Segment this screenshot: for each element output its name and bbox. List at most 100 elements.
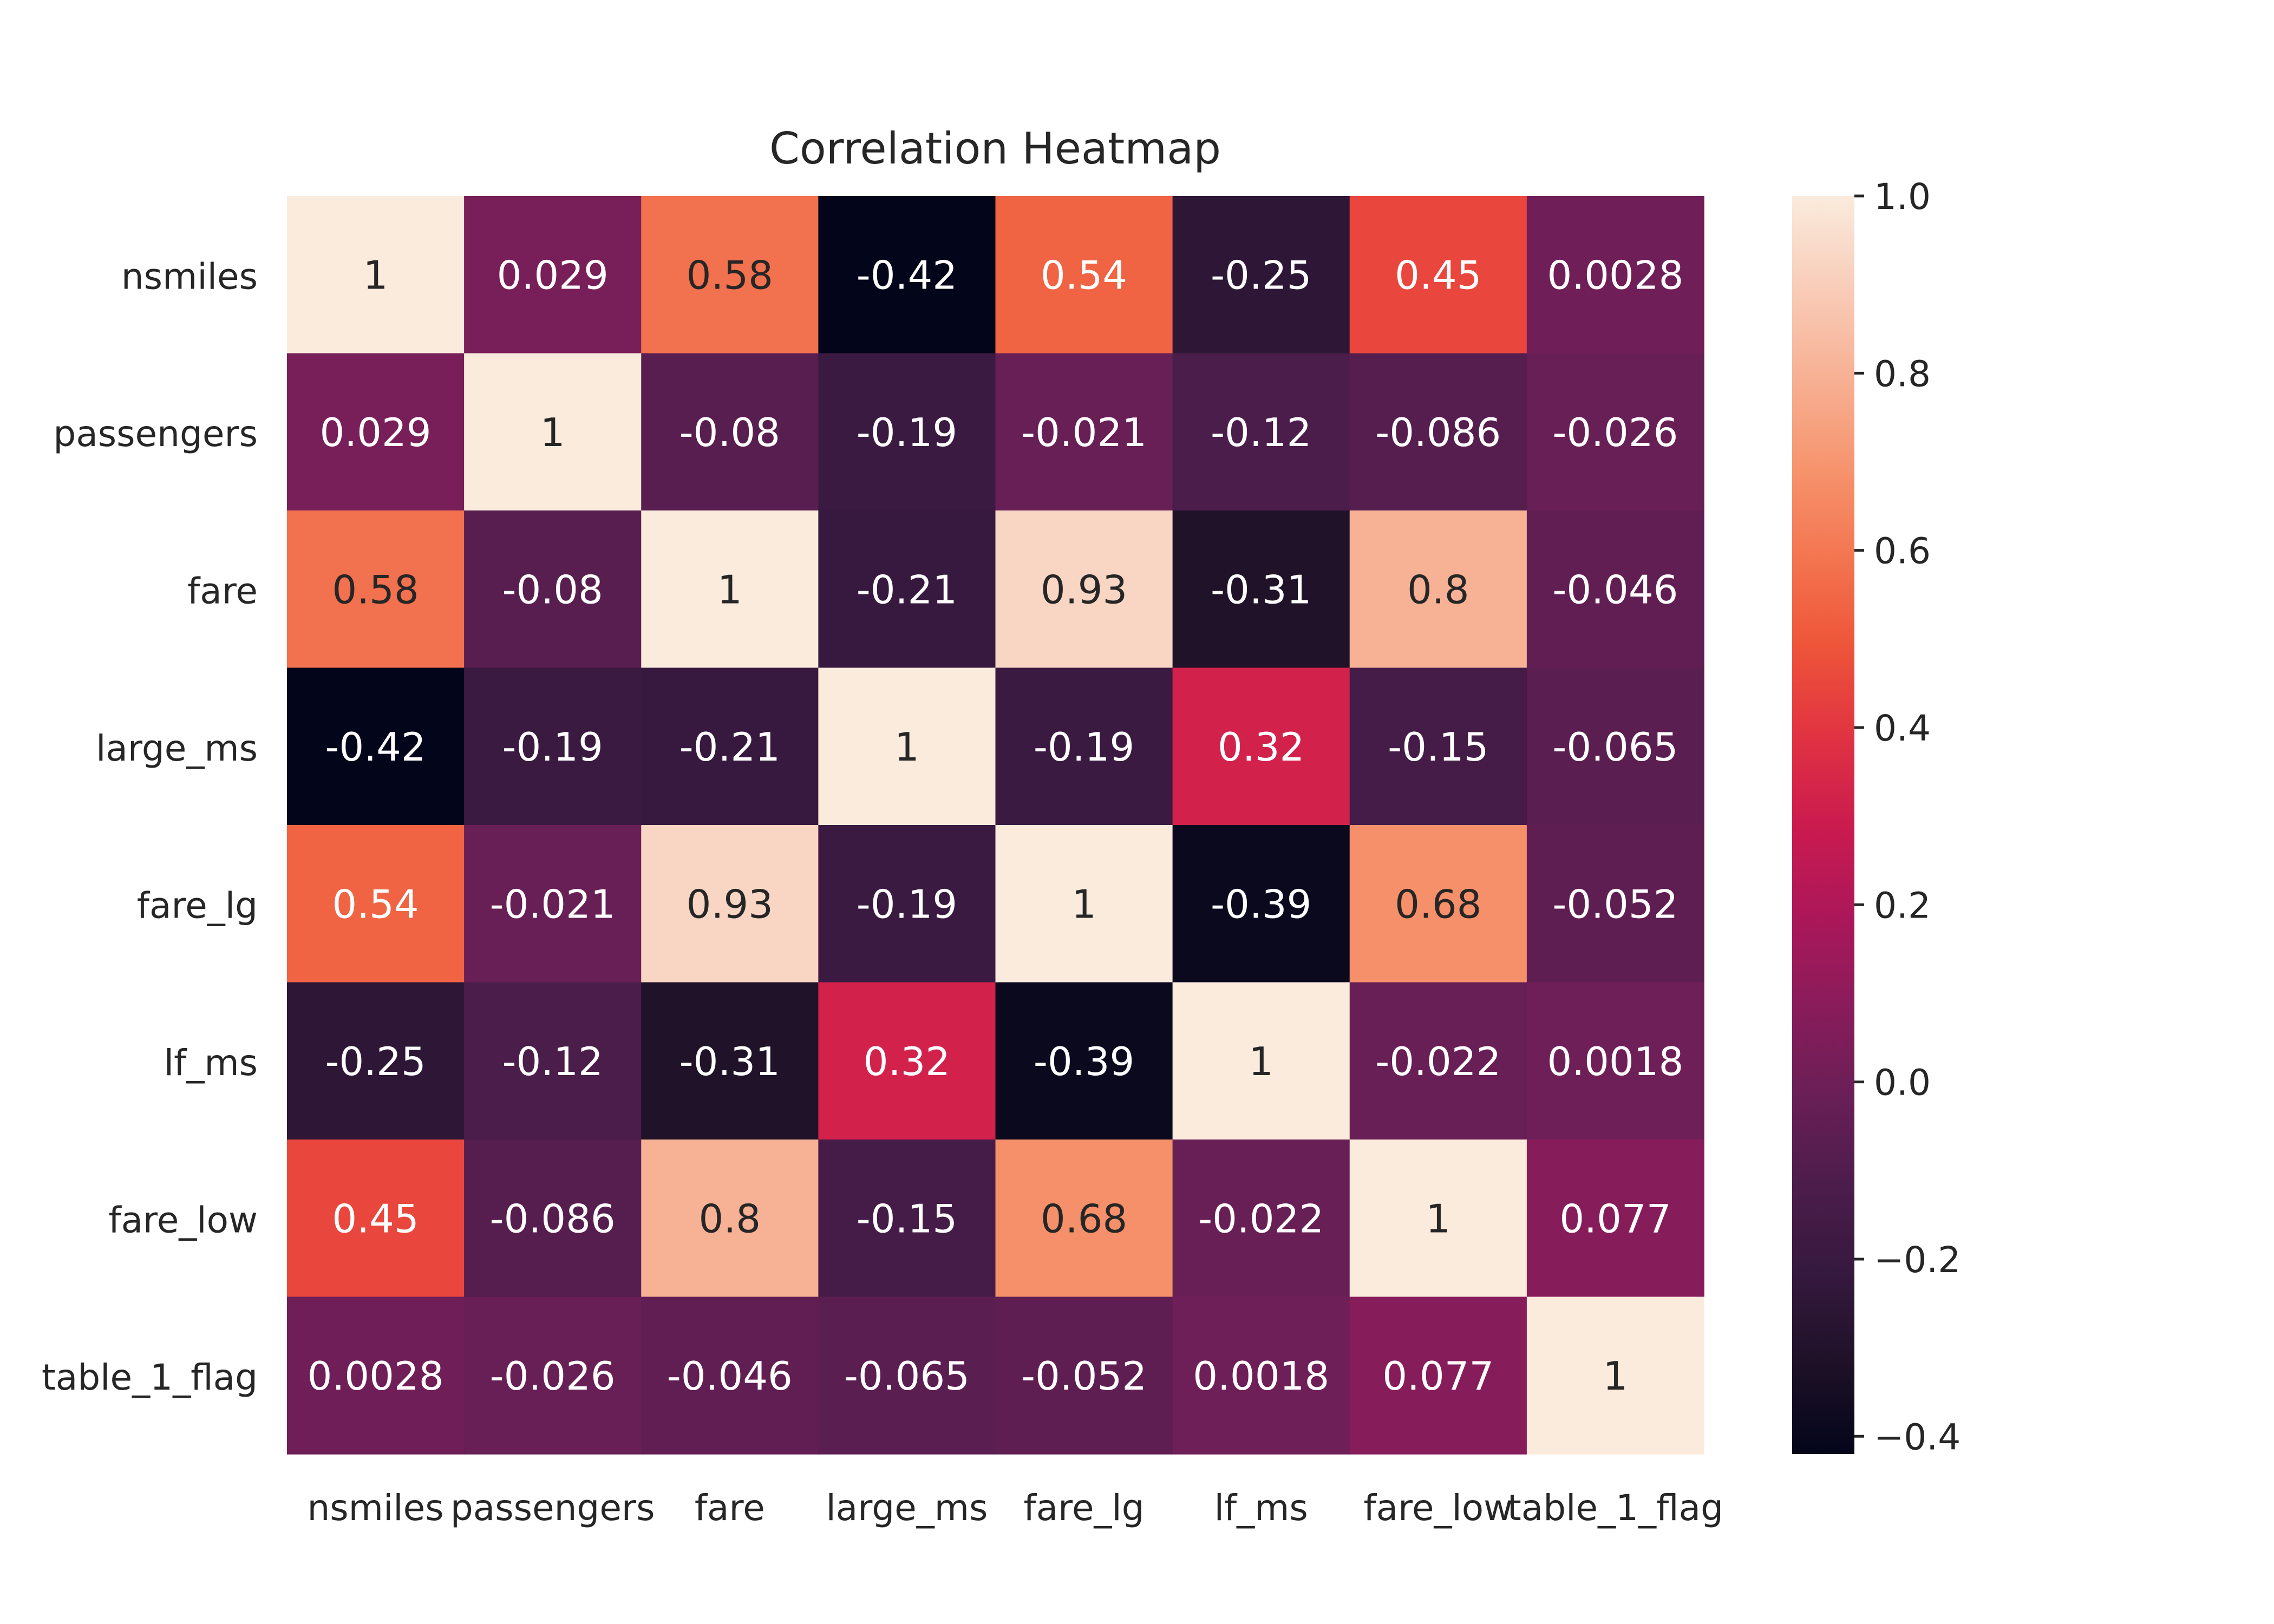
heatmap-cell-label: -0.052 [1552,881,1678,927]
heatmap-cell-label: 0.8 [699,1196,761,1241]
heatmap-cell [995,667,1173,826]
heatmap-cell-label: -0.046 [1552,567,1678,612]
heatmap-cell [1349,825,1527,983]
x-axis-tick-label: fare_low [1363,1487,1513,1529]
heatmap-cell [287,982,465,1140]
heatmap-cell [464,825,642,983]
heatmap-cell-label: -0.021 [490,881,616,927]
heatmap-cell-label: -0.026 [490,1353,616,1399]
heatmap-cell [1349,667,1527,826]
heatmap-cell [1172,510,1350,669]
heatmap-cell [1172,982,1350,1140]
y-axis-tick-label: passengers [53,413,258,455]
heatmap-cell [1172,1296,1350,1455]
heatmap-cell [287,353,465,511]
heatmap-cell-label: -0.25 [325,1039,426,1084]
heatmap-cell-label: 1 [1603,1353,1628,1399]
heatmap-cell-label: -0.12 [502,1039,603,1084]
heatmap-cell [1349,982,1527,1140]
heatmap-cell [995,353,1173,511]
heatmap-cell-label: 0.93 [1041,567,1127,612]
heatmap-cell [818,982,996,1140]
x-axis-tick-label: fare_lg [1023,1487,1144,1529]
heatmap-cell [1349,1140,1527,1298]
heatmap-cell [818,196,996,354]
heatmap-cell-label: -0.022 [1198,1196,1324,1241]
heatmap-cell [641,196,819,354]
heatmap-cell-label: 1 [1071,881,1096,927]
heatmap-cell-label: -0.026 [1552,410,1678,455]
heatmap-cell [464,353,642,511]
y-axis-tick-label: fare_lg [137,885,258,926]
heatmap-cell-label: -0.021 [1021,410,1147,455]
heatmap-cell-label: 1 [1426,1196,1450,1241]
colorbar-tick-label: 0.0 [1874,1062,1931,1104]
heatmap-cell [1526,982,1704,1140]
heatmap-cell [1349,353,1527,511]
heatmap-cell [641,1296,819,1455]
heatmap-cell-label: 1 [894,724,919,770]
heatmap-cell [995,825,1173,983]
chart-title: Correlation Heatmap [769,123,1221,174]
heatmap-cell [995,1140,1173,1298]
heatmap-cell [287,196,465,354]
colorbar-tick-label: −0.2 [1874,1239,1961,1281]
heatmap-cell [818,1140,996,1298]
heatmap-cell-label: 0.68 [1395,881,1481,927]
heatmap-cell [1349,510,1527,669]
heatmap-cell [641,1140,819,1298]
colorbar-gradient [1792,196,1854,1454]
heatmap-cell [1526,353,1704,511]
heatmap-cell-label: -0.19 [502,724,603,770]
heatmap-cell [818,825,996,983]
heatmap-cell-label: -0.19 [857,881,957,927]
x-axis-tick-label: fare [695,1487,765,1529]
heatmap-cell [1526,825,1704,983]
heatmap-cell-label: 0.45 [332,1196,419,1241]
heatmap-cell [995,510,1173,669]
heatmap-cell [818,353,996,511]
x-axis-tick-label: passengers [450,1487,655,1529]
heatmap-cell [287,1296,465,1455]
heatmap-cell-label: 0.54 [332,881,419,927]
heatmap-cell [1172,825,1350,983]
y-axis-tick-label: fare [187,570,258,612]
heatmap-cell [818,667,996,826]
heatmap-cell-label: -0.12 [1211,410,1311,455]
heatmap-cell [641,353,819,511]
heatmap-cell-label: 0.029 [319,410,431,455]
heatmap-cell-label: 0.029 [497,252,609,298]
heatmap-cell [1172,196,1350,354]
heatmap-cell [464,982,642,1140]
heatmap-cell [464,510,642,669]
heatmap-cell [1172,1140,1350,1298]
colorbar: 1.0 0.8 0.6 0.4 0.2 0.0 −0.2 −0.4 [1792,176,1961,1458]
x-axis-tick-label: table_1_flag [1507,1487,1723,1529]
heatmap-cell [1349,196,1527,354]
heatmap-cell [818,510,996,669]
heatmap-cell [1526,1140,1704,1298]
heatmap-cell-label: -0.39 [1211,881,1311,927]
heatmap-cell-label: 0.0018 [1193,1353,1329,1399]
heatmap-cell-label: -0.42 [857,252,957,298]
heatmap-cell-label: -0.086 [1375,410,1501,455]
heatmap-cell-label: 0.54 [1041,252,1127,298]
y-axis-tick-label: nsmiles [121,256,258,297]
heatmap-cell-label: -0.19 [1034,724,1134,770]
colorbar-tick-label: 0.6 [1874,531,1931,572]
heatmap-cell [641,667,819,826]
heatmap-cell-label: 0.32 [1218,724,1304,770]
heatmap-cell-label: 1 [363,252,388,298]
heatmap-cell-label: 0.58 [687,252,773,298]
heatmap-cell-label: 1 [717,567,742,612]
heatmap-cell-label: -0.39 [1034,1039,1134,1084]
x-axis-tick-labels: nsmiles passengers fare large_ms fare_lg lf_m… [307,1487,1723,1529]
heatmap-cell-label: -0.25 [1211,252,1311,298]
heatmap-cell-label: 0.45 [1395,252,1481,298]
heatmap-cell-label: -0.086 [490,1196,616,1241]
colorbar-tick-label: −0.4 [1874,1416,1961,1458]
heatmap-cell-label: -0.21 [857,567,957,612]
heatmap-cell-label: -0.08 [679,410,780,455]
heatmap-cell [1172,353,1350,511]
